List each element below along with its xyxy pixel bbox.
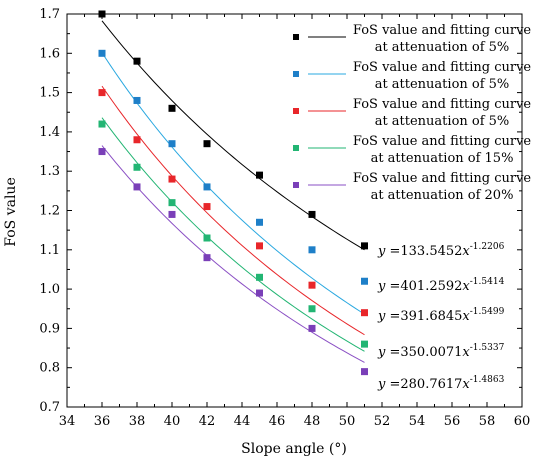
y-tick-label: 1.7	[39, 7, 60, 22]
y-tick-label: 1.2	[39, 204, 60, 219]
data-point-4	[203, 234, 211, 242]
fit-curve-4	[101, 117, 365, 352]
y-tick-label: 1.1	[39, 243, 60, 258]
x-tick-label: 52	[374, 414, 391, 429]
data-point-2	[168, 140, 176, 148]
data-point-2	[256, 218, 263, 226]
fit-equations: y =133.5452x-1.2206 y =401.2592x-1.5414 y …	[377, 242, 505, 392]
data-point-5	[98, 148, 106, 156]
fit-equation-3: y =391.6845x-1.5499	[377, 307, 505, 324]
y-tick-label: 1.3	[39, 164, 60, 179]
y-axis-label: FoS value	[3, 177, 19, 246]
legend-label-4: FoS value and fitting curve	[353, 134, 532, 149]
fit-curve-1	[101, 20, 365, 251]
data-point-5	[256, 289, 263, 297]
data-point-4	[308, 305, 316, 313]
data-point-2	[133, 96, 141, 104]
x-tick-label: 54	[409, 414, 426, 429]
data-point-2	[308, 246, 316, 254]
legend-marker-2	[293, 71, 299, 77]
data-point-2	[361, 277, 368, 285]
y-tick-label: 1.6	[39, 46, 60, 61]
y-tick-label: 1.5	[39, 86, 60, 101]
data-point-3	[203, 203, 211, 211]
data-point-1	[98, 10, 106, 18]
x-tick-label: 56	[444, 414, 461, 429]
data-point-2	[98, 49, 106, 57]
data-point-1	[256, 171, 263, 179]
x-tick-label: 48	[304, 414, 321, 429]
data-point-5	[203, 254, 211, 262]
data-point-3	[361, 309, 368, 317]
legend-label-5: FoS value and fitting curve	[353, 171, 532, 186]
legend: FoS value and fitting curve at attenuatio…	[293, 23, 531, 203]
legend-label-2: FoS value and fitting curve	[353, 60, 532, 75]
x-tick-label: 40	[164, 414, 181, 429]
legend-label-3: at attenuation of 5%	[375, 114, 510, 129]
legend-marker-4	[293, 145, 299, 151]
data-point-2	[203, 183, 211, 191]
data-point-1	[308, 210, 316, 218]
legend-label-5: at attenuation of 20%	[371, 188, 514, 203]
fit-equation-5: y =280.7617x-1.4863	[377, 375, 505, 392]
data-point-4	[256, 273, 263, 281]
x-tick-label: 38	[129, 414, 146, 429]
data-point-4	[168, 199, 176, 207]
legend-label-2: at attenuation of 5%	[375, 77, 510, 92]
fit-curve-2	[101, 52, 365, 315]
data-point-1	[133, 57, 141, 65]
data-point-3	[256, 242, 263, 250]
data-point-1	[361, 242, 368, 250]
x-tick-label: 44	[234, 414, 251, 429]
data-point-5	[308, 324, 316, 332]
x-tick-label: 58	[479, 414, 496, 429]
x-axis-label: Slope angle (°)	[241, 441, 347, 457]
data-point-4	[98, 120, 106, 128]
data-point-4	[133, 163, 141, 171]
legend-label-1: at attenuation of 5%	[375, 40, 510, 55]
fit-equation-4: y =350.0071x-1.5337	[377, 343, 505, 360]
data-point-1	[168, 104, 176, 112]
plot-area	[98, 10, 368, 376]
data-point-3	[308, 281, 316, 289]
legend-label-3: FoS value and fitting curve	[353, 97, 532, 112]
data-point-5	[168, 210, 176, 218]
fit-curve-3	[101, 85, 365, 336]
x-tick-label: 36	[94, 414, 111, 429]
data-point-3	[168, 175, 176, 183]
data-point-3	[98, 89, 106, 97]
legend-marker-5	[293, 182, 299, 188]
y-tick-label: 1.4	[39, 125, 60, 140]
x-tick-label: 46	[269, 414, 286, 429]
y-tick-label: 1.0	[39, 282, 60, 297]
fit-equation-1: y =133.5452x-1.2206	[377, 242, 505, 259]
x-tick-label: 42	[199, 414, 216, 429]
x-tick-label: 34	[59, 414, 76, 429]
axes: 34 36 38 40 42 44 46 48 50 52 54 56 58 60 0.7 0.8 0.9 1.0…	[39, 7, 530, 429]
fit-curve-5	[101, 145, 365, 363]
legend-marker-3	[293, 108, 299, 114]
y-tick-label: 0.8	[39, 361, 60, 376]
fit-equation-2: y =401.2592x-1.5414	[377, 277, 505, 294]
legend-label-4: at attenuation of 15%	[371, 151, 514, 166]
y-tick-label: 0.9	[39, 321, 60, 336]
x-tick-label: 50	[339, 414, 356, 429]
x-tick-label: 60	[514, 414, 531, 429]
legend-marker-1	[293, 34, 299, 40]
legend-label-1: FoS value and fitting curve	[353, 23, 532, 38]
data-point-1	[203, 140, 211, 148]
data-point-5	[133, 183, 141, 191]
data-point-4	[361, 340, 368, 348]
data-point-5	[361, 368, 368, 376]
y-tick-label: 0.7	[39, 400, 60, 415]
data-point-3	[133, 136, 141, 144]
